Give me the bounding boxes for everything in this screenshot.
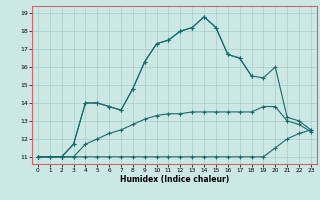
X-axis label: Humidex (Indice chaleur): Humidex (Indice chaleur) xyxy=(120,175,229,184)
